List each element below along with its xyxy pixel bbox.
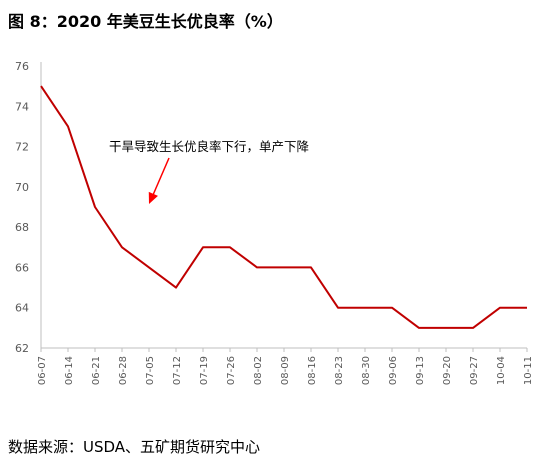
y-tick-label: 68	[15, 221, 29, 234]
x-tick-label: 10-11	[523, 356, 534, 385]
series-line	[40, 85, 527, 329]
x-tick-label: 09-06	[388, 356, 399, 385]
x-tick-label: 06-07	[37, 356, 48, 385]
line-chart: 62 64 66 68 70 72 74 76 06-07 06-14 06-21 06-28 07-…	[15, 60, 534, 385]
x-tick-label: 06-28	[118, 356, 129, 385]
x-axis: 06-07 06-14 06-21 06-28 07-05 07-12 07-19 07-26…	[37, 347, 534, 385]
annotation: 干旱导致生长优良率下行，单产下降	[109, 139, 310, 204]
annotation-arrow-head	[148, 191, 158, 204]
x-tick-label: 08-09	[280, 356, 291, 385]
y-tick-label: 64	[15, 302, 29, 315]
x-tick-label: 08-30	[361, 356, 372, 385]
x-tick-label: 06-14	[64, 356, 75, 385]
x-tick-label: 07-26	[226, 356, 237, 385]
x-tick-label: 09-20	[442, 356, 453, 385]
x-tick-label: 07-19	[199, 356, 210, 385]
x-tick-label: 07-05	[145, 356, 156, 385]
x-tick-label: 09-13	[415, 356, 426, 385]
y-tick-label: 66	[15, 261, 29, 274]
x-tick-label: 10-04	[496, 356, 507, 385]
annotation-arrow-shaft	[152, 157, 170, 196]
x-tick-label: 09-27	[469, 356, 480, 385]
x-tick-label: 07-12	[172, 356, 183, 385]
y-axis: 62 64 66 68 70 72 74 76	[15, 60, 42, 355]
y-tick-label: 62	[15, 342, 29, 355]
plot-area	[40, 85, 527, 329]
annotation-text: 干旱导致生长优良率下行，单产下降	[109, 139, 310, 154]
x-tick-label: 08-23	[334, 356, 345, 385]
y-tick-label: 72	[15, 141, 29, 154]
figure-title: 图 8：2020 年美豆生长优良率（%）	[8, 12, 283, 31]
y-tick-label: 74	[15, 100, 29, 113]
y-tick-label: 76	[15, 60, 29, 73]
x-tick-label: 08-02	[253, 356, 264, 385]
x-tick-label: 06-21	[91, 356, 102, 385]
y-tick-label: 70	[15, 181, 29, 194]
source-note: 数据来源：USDA、五矿期货研究中心	[8, 438, 261, 456]
x-tick-label: 08-16	[307, 356, 318, 385]
